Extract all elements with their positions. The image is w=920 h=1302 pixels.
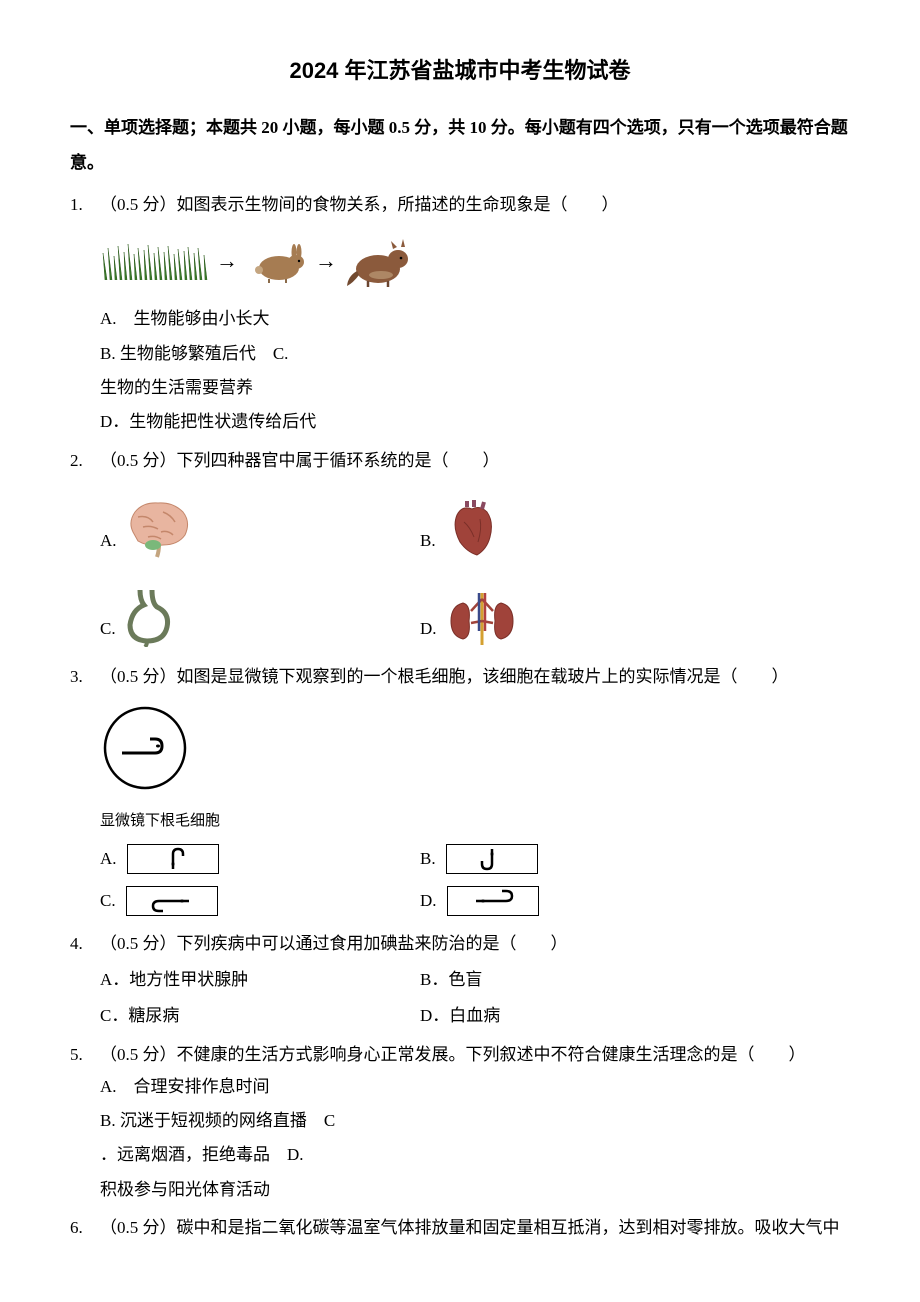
q1-num: 1. bbox=[70, 189, 100, 221]
question-4: 4. （0.5 分）下列疾病中可以通过食用加碘盐来防治的是（ ） A．地方性甲状… bbox=[70, 928, 850, 1033]
q1-opt-b: B. 生物能够繁殖后代 C. bbox=[100, 338, 850, 370]
q6-stem: （0.5 分）碳中和是指二氧化碳等温室气体排放量和固定量相互抵消，达到相对零排放… bbox=[100, 1212, 850, 1244]
q2-opt-c: C. bbox=[100, 585, 420, 647]
q3-opt-a: A. bbox=[100, 843, 420, 875]
q5-opt-d: 积极参与阳光体育活动 bbox=[100, 1174, 850, 1206]
q4-opt-d: D．白血病 bbox=[420, 1000, 740, 1032]
q3-opt-d: D. bbox=[420, 885, 740, 917]
q6-num: 6. bbox=[70, 1212, 100, 1244]
cell-shape-d-icon bbox=[458, 888, 528, 914]
food-chain-diagram: → → bbox=[100, 231, 850, 289]
q3-caption: 显微镜下根毛细胞 bbox=[100, 807, 850, 836]
arrow-icon: → bbox=[315, 240, 337, 282]
q4-opt-a: A．地方性甲状腺肿 bbox=[100, 964, 420, 996]
question-3: 3. （0.5 分）如图是显微镜下观察到的一个根毛细胞，该细胞在载玻片上的实际情… bbox=[70, 661, 850, 918]
q2-opt-a: A. bbox=[100, 497, 420, 559]
kidney-icon bbox=[443, 591, 521, 647]
question-5: 5. （0.5 分）不健康的生活方式影响身心正常发展。下列叙述中不符合健康生活理… bbox=[70, 1039, 850, 1206]
q5-opt-c: ．远离烟酒，拒绝毒品 D. bbox=[100, 1139, 850, 1171]
fox-icon bbox=[343, 231, 418, 289]
q5-stem: （0.5 分）不健康的生活方式影响身心正常发展。下列叙述中不符合健康生活理念的是… bbox=[100, 1039, 850, 1071]
q3-opt-b: B. bbox=[420, 843, 740, 875]
grass-icon bbox=[100, 238, 210, 283]
q1-opt-c: 生物的生活需要营养 bbox=[100, 372, 850, 404]
q4-opt-c: C．糖尿病 bbox=[100, 1000, 420, 1032]
question-1: 1. （0.5 分）如图表示生物间的食物关系，所描述的生命现象是（ ） → → bbox=[70, 189, 850, 438]
q2-num: 2. bbox=[70, 445, 100, 477]
question-2: 2. （0.5 分）下列四种器官中属于循环系统的是（ ） A. B. C. bbox=[70, 445, 850, 647]
q4-opt-b: B．色盲 bbox=[420, 964, 740, 996]
section-header: 一、单项选择题；本题共 20 小题，每小题 0.5 分，共 10 分。每小题有四… bbox=[70, 110, 850, 181]
q2-opt-b: B. bbox=[420, 497, 740, 559]
brain-icon bbox=[123, 497, 195, 559]
q3-options: A. B. C. bbox=[100, 843, 850, 918]
q4-options: A．地方性甲状腺肿 B．色盲 C．糖尿病 D．白血病 bbox=[100, 964, 850, 1033]
cell-shape-c-icon bbox=[137, 888, 207, 914]
q5-opt-b: B. 沉迷于短视频的网络直播 C bbox=[100, 1105, 850, 1137]
microscope-view: 显微镜下根毛细胞 bbox=[100, 703, 850, 835]
q3-stem: （0.5 分）如图是显微镜下观察到的一个根毛细胞，该细胞在载玻片上的实际情况是（… bbox=[100, 661, 850, 693]
heart-icon bbox=[442, 497, 504, 559]
arrow-icon: → bbox=[216, 240, 238, 282]
q1-options: A. 生物能够由小长大 B. 生物能够繁殖后代 C. 生物的生活需要营养 D．生… bbox=[100, 303, 850, 438]
stomach-icon bbox=[122, 585, 182, 647]
q2-opt-d: D. bbox=[420, 585, 740, 647]
q3-num: 3. bbox=[70, 661, 100, 693]
q5-opt-a: A. 合理安排作息时间 bbox=[100, 1071, 850, 1103]
q2-options: A. B. C. D. bbox=[100, 497, 850, 647]
question-6: 6. （0.5 分）碳中和是指二氧化碳等温室气体排放量和固定量相互抵消，达到相对… bbox=[70, 1212, 850, 1244]
q5-options: A. 合理安排作息时间 B. 沉迷于短视频的网络直播 C ．远离烟酒，拒绝毒品 … bbox=[100, 1071, 850, 1206]
q4-num: 4. bbox=[70, 928, 100, 960]
q1-stem: （0.5 分）如图表示生物间的食物关系，所描述的生命现象是（ ） bbox=[100, 189, 850, 221]
q1-opt-d: D．生物能把性状遗传给后代 bbox=[100, 406, 850, 438]
page-title: 2024 年江苏省盐城市中考生物试卷 bbox=[70, 50, 850, 92]
q3-opt-c: C. bbox=[100, 885, 420, 917]
q2-stem: （0.5 分）下列四种器官中属于循环系统的是（ ） bbox=[100, 445, 850, 477]
rabbit-icon bbox=[244, 236, 309, 284]
q1-opt-a: A. 生物能够由小长大 bbox=[100, 303, 850, 335]
cell-shape-a-icon bbox=[138, 846, 208, 872]
q5-num: 5. bbox=[70, 1039, 100, 1071]
microscope-circle-icon bbox=[100, 703, 190, 793]
q4-stem: （0.5 分）下列疾病中可以通过食用加碘盐来防治的是（ ） bbox=[100, 928, 850, 960]
cell-shape-b-icon bbox=[457, 846, 527, 872]
